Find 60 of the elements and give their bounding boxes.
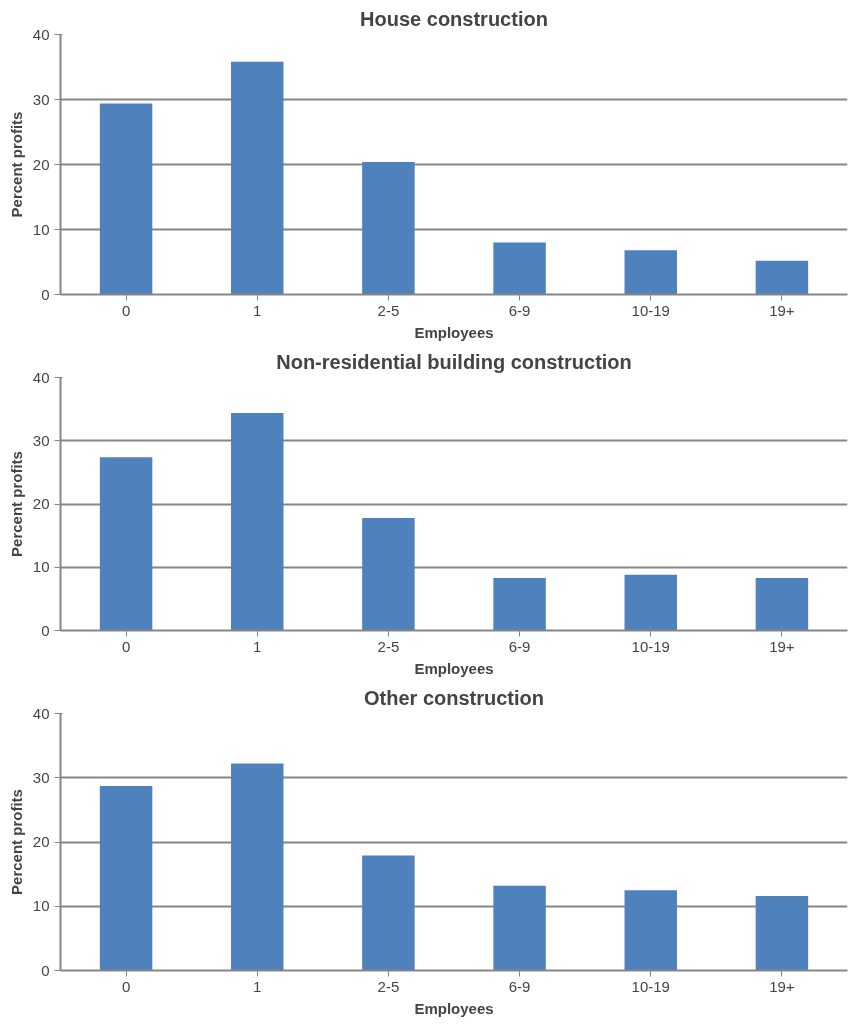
y-tick-label: 10	[32, 220, 50, 238]
x-tick-label: 6-9	[508, 301, 531, 319]
x-tick-label: 19+	[769, 301, 795, 319]
chart-title: Other construction	[364, 686, 545, 709]
x-tick-label: 2-5	[377, 637, 400, 655]
y-tick-label: 0	[41, 621, 50, 639]
y-axis-title: Percent profits	[7, 451, 25, 557]
bar	[231, 61, 284, 295]
chart-title: House construction	[360, 7, 548, 30]
bar	[493, 242, 546, 295]
y-tick-label: 0	[41, 961, 50, 979]
bar	[755, 578, 809, 631]
x-tick-label: 6-9	[508, 637, 531, 655]
y-tick-label: 10	[32, 897, 50, 915]
x-tick-label: 0	[121, 301, 131, 319]
y-tick-label: 40	[32, 368, 50, 386]
y-tick-label: 30	[32, 431, 50, 449]
bar	[362, 855, 415, 971]
x-tick-label: 6-9	[508, 977, 531, 995]
x-tick-label: 1	[253, 637, 262, 655]
x-tick-label: 1	[253, 301, 262, 319]
y-tick-label: 20	[32, 155, 50, 173]
x-axis-title: Employees	[414, 323, 494, 341]
x-tick-label: 19+	[769, 977, 795, 995]
x-tick-label: 1	[253, 977, 262, 995]
x-tick-label: 19+	[769, 637, 795, 655]
x-tick-label: 2-5	[377, 301, 400, 319]
bar	[493, 578, 546, 631]
y-tick-label: 20	[32, 833, 50, 850]
y-tick-label: 0	[41, 285, 50, 303]
y-tick-label: 10	[32, 558, 50, 576]
x-tick-label: 10-19	[631, 977, 670, 995]
x-tick-label: 2-5	[377, 977, 400, 995]
bar	[231, 763, 284, 971]
chart-title: Non-residential building construction	[276, 350, 632, 373]
x-tick-label: 10-19	[631, 301, 670, 319]
y-tick-label: 40	[32, 704, 50, 722]
y-axis-title: Percent profits	[7, 111, 25, 218]
y-tick-label: 30	[32, 768, 50, 786]
x-axis-title: Employees	[414, 999, 494, 1017]
bar	[99, 786, 153, 971]
bar	[99, 457, 153, 631]
bar	[624, 250, 677, 295]
y-axis-title: Percent profits	[7, 789, 25, 895]
bar	[231, 412, 284, 631]
y-tick-label: 30	[32, 90, 50, 108]
bar	[362, 161, 415, 295]
x-tick-label: 0	[121, 637, 131, 655]
y-tick-label: 20	[32, 495, 50, 512]
bar	[755, 895, 809, 971]
x-axis-title: Employees	[414, 659, 494, 677]
bar	[493, 885, 546, 971]
x-tick-label: 0	[121, 977, 131, 995]
bar	[624, 574, 677, 631]
bar	[755, 260, 809, 295]
bar	[362, 517, 415, 631]
x-tick-label: 10-19	[631, 637, 670, 655]
y-tick-label: 40	[32, 25, 50, 43]
bar	[624, 890, 677, 971]
bar	[99, 103, 153, 295]
